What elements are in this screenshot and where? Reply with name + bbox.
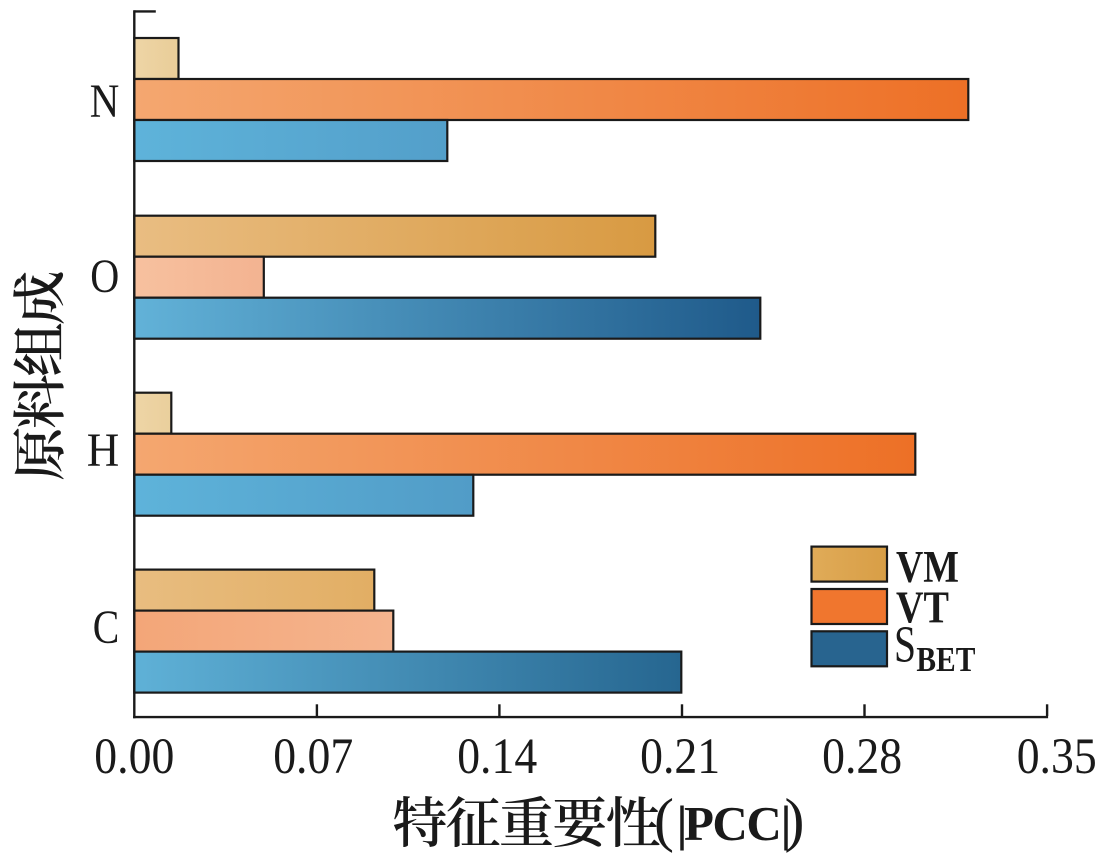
svg-text:BET: BET [916,640,975,679]
svg-text:): ) [785,787,805,853]
svg-text:VM: VM [896,542,959,592]
svg-text:C: C [93,601,120,654]
svg-text:PCC: PCC [684,796,780,851]
svg-text:0.28: 0.28 [822,729,902,785]
svg-text:S: S [894,617,916,674]
svg-text:H: H [87,424,120,477]
svg-text:(: ( [654,787,674,853]
svg-text:|: | [781,795,792,851]
svg-text:0.00: 0.00 [94,729,174,785]
svg-text:0.07: 0.07 [273,729,353,785]
svg-text:0.21: 0.21 [640,729,720,785]
svg-text:|: | [677,795,688,851]
svg-text:VT: VT [896,582,949,632]
svg-text:O: O [90,250,119,303]
svg-text:N: N [90,75,120,128]
svg-text:0.35: 0.35 [1017,729,1097,785]
svg-text:0.14: 0.14 [457,729,537,785]
